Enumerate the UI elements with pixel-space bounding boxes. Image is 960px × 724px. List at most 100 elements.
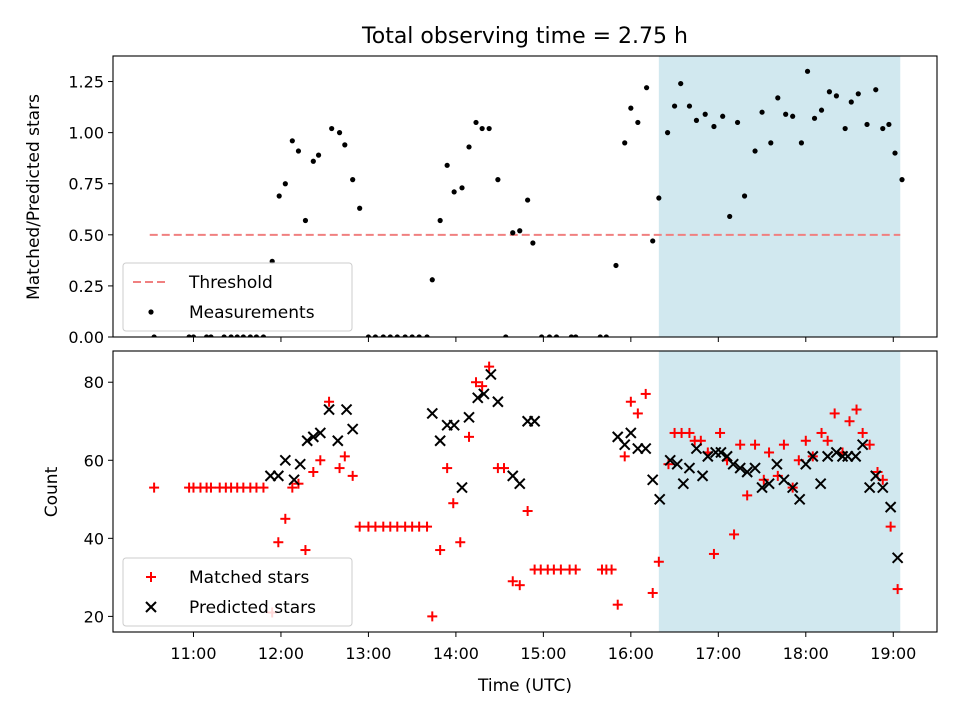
- predicted-stars-point: [456, 481, 468, 494]
- measurements-point: [864, 121, 870, 128]
- predicted-stars-point-stroke: [612, 431, 624, 443]
- predicted-stars-point: [756, 481, 768, 494]
- predicted-stars-point: [884, 501, 897, 513]
- measurements-point: [826, 89, 833, 95]
- predicted-stars-point-stroke: [314, 427, 327, 439]
- predicted-stars-point: [434, 435, 446, 447]
- predicted-stars-point-stroke: [654, 493, 666, 506]
- matched-stars-point: [555, 564, 566, 575]
- y-tick-label: 0.75: [68, 175, 104, 194]
- measurements-point: [553, 334, 560, 337]
- x-tick-label: 12:00: [258, 644, 304, 663]
- predicted-stars-point: [478, 388, 490, 400]
- predicted-stars-point-stroke: [625, 427, 637, 439]
- predicted-stars-point-stroke: [472, 392, 484, 404]
- matched-stars-point: [315, 455, 326, 466]
- measurements-point: [253, 334, 260, 337]
- matched-stars-point: [816, 427, 827, 438]
- matched-stars-point: [612, 599, 623, 610]
- matched-stars-point: [625, 396, 636, 407]
- predicted-stars-point: [891, 552, 904, 564]
- predicted-stars-point: [715, 446, 727, 459]
- predicted-stars-point-stroke: [426, 407, 438, 420]
- measurements-point: [783, 111, 789, 117]
- measurements-point: [848, 99, 854, 105]
- matched-stars-point: [442, 463, 453, 474]
- observing-window-span: [658, 56, 901, 337]
- x-tick-label: 11:00: [170, 644, 216, 663]
- matched-stars-point: [684, 427, 695, 438]
- predicted-stars-point: [786, 481, 799, 494]
- predicted-stars-point-stroke: [683, 462, 696, 474]
- predicted-stars-point-stroke: [884, 501, 897, 513]
- predicted-stars-point: [702, 450, 714, 463]
- measurements-point: [734, 119, 741, 126]
- measurements-point: [365, 334, 372, 337]
- matched-stars-point: [347, 470, 358, 481]
- predicted-stars-point: [856, 438, 869, 451]
- measurements-point: [842, 125, 848, 132]
- x-tick-label: 13:00: [345, 644, 391, 663]
- predicted-stars-point-stroke: [279, 454, 292, 466]
- predicted-stars-point: [807, 450, 819, 463]
- measurements-point: [295, 148, 302, 154]
- matched-stars-point: [280, 513, 291, 524]
- predicted-stars-point-stroke: [821, 450, 834, 463]
- matched-stars-point: [647, 587, 658, 598]
- measurements-point: [247, 334, 253, 337]
- predicted-stars-point: [836, 450, 849, 463]
- predicted-stars-point-stroke: [434, 435, 446, 447]
- matched-stars-point: [885, 521, 896, 532]
- predicted-stars-point-stroke: [702, 450, 714, 463]
- predicted-stars-point: [821, 450, 834, 463]
- x-tick-label: 17:00: [695, 644, 741, 663]
- measurements-point: [597, 334, 603, 337]
- legend-label-predicted-stars: Predicted stars: [189, 598, 316, 618]
- predicted-stars-point-stroke: [807, 450, 819, 463]
- predicted-stars-point: [690, 442, 703, 455]
- x-tick-label: 16:00: [608, 644, 654, 663]
- predicted-stars-point-stroke: [690, 442, 703, 455]
- predicted-stars-point: [472, 392, 484, 404]
- legend-swatch-predicted-stars-stroke: [145, 601, 157, 613]
- predicted-stars-point-stroke: [856, 438, 869, 451]
- measurements-point: [372, 334, 379, 337]
- predicted-stars-point: [734, 462, 746, 474]
- matched-stars-point: [742, 490, 753, 501]
- predicted-stars-point-stroke: [671, 458, 683, 470]
- matched-stars-point: [619, 451, 630, 462]
- predicted-stars-point: [830, 446, 843, 459]
- matched-stars-point: [857, 427, 868, 438]
- predicted-stars-point: [696, 470, 709, 482]
- legend-label-threshold: Threshold: [188, 273, 273, 293]
- predicted-stars-point-stroke: [272, 470, 285, 482]
- matched-stars-point: [448, 498, 459, 509]
- predicted-stars-point: [463, 411, 475, 424]
- measurements-point: [479, 125, 485, 132]
- measurements-point: [459, 185, 465, 191]
- measurements-point: [525, 197, 531, 203]
- predicted-stars-point: [307, 431, 320, 443]
- matched-stars-point: [484, 361, 495, 372]
- predicted-stars-point-stroke: [749, 462, 761, 474]
- measurements-point: [451, 189, 457, 195]
- predicted-stars-point: [492, 396, 504, 408]
- measurements-point: [510, 230, 516, 236]
- predicted-stars-point-stroke: [456, 481, 468, 494]
- predicted-stars-point-stroke: [448, 419, 460, 431]
- measurements-point: [798, 140, 805, 146]
- measurements-point: [702, 111, 708, 117]
- measurements-point: [643, 85, 650, 91]
- measurements-point: [416, 334, 422, 337]
- measurements-point: [282, 181, 288, 187]
- y-tick-label: 0.50: [68, 226, 104, 245]
- matched-stars-point: [514, 580, 525, 591]
- y-tick-label: 0.25: [68, 277, 104, 296]
- count-y-axis-label: Count: [42, 466, 62, 517]
- predicted-stars-point: [709, 446, 722, 459]
- measurements-point: [741, 193, 748, 199]
- measurements-point: [671, 103, 678, 109]
- matched-stars-point: [800, 435, 811, 446]
- measurements-point: [342, 142, 348, 148]
